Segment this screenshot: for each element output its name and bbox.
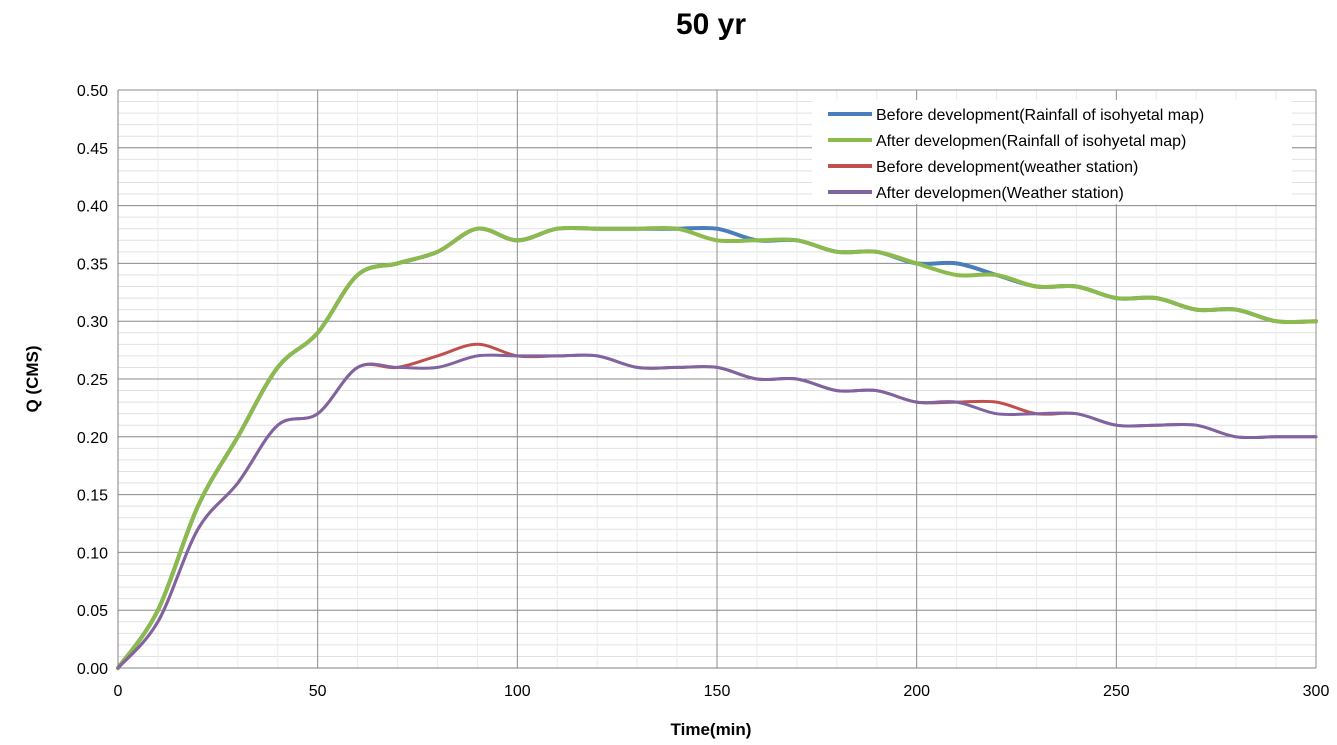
y-tick-label: 0.10 [77,545,108,562]
legend-item-label: After developmen(Rainfall of isohyetal m… [876,133,1186,150]
y-tick-label: 0.20 [77,430,108,447]
series-layer [116,225,1318,670]
x-tick-labels: 0 50 100 150 200 250 300 [114,683,1330,700]
x-tick-label: 300 [1303,683,1330,700]
x-axis-label: Time(min) [671,720,752,739]
x-tick-label: 50 [309,683,327,700]
x-tick-label: 200 [903,683,930,700]
y-axis-label: Q (CMS) [23,345,42,412]
y-tick-label: 0.05 [77,603,108,620]
y-tick-label: 0.40 [77,199,108,216]
legend: Before development(Rainfall of isohyetal… [812,100,1292,204]
y-tick-label: 0.25 [77,372,108,389]
series-line-4 [116,353,1318,670]
y-tick-label: 0.00 [77,661,108,678]
x-tick-label: 0 [114,683,123,700]
legend-box [812,100,1292,204]
legend-item-label: Before development(weather station) [876,159,1138,176]
y-tick-label: 0.35 [77,256,108,273]
x-tick-label: 150 [704,683,731,700]
y-tick-label: 0.50 [77,83,108,100]
series-line-2 [116,225,1318,670]
x-tick-label: 100 [504,683,531,700]
y-tick-labels: 0.00 0.05 0.10 0.15 0.20 0.25 0.30 0.35 0.40 0.45… [77,83,108,678]
legend-item-label: Before development(Rainfall of isohyetal… [876,107,1204,124]
y-tick-label: 0.45 [77,141,108,158]
legend-item-label: After developmen(Weather station) [876,185,1124,202]
y-tick-label: 0.15 [77,488,108,505]
chart-title: 50 yr [676,8,746,41]
y-tick-label: 0.30 [77,314,108,331]
x-tick-label: 250 [1103,683,1130,700]
